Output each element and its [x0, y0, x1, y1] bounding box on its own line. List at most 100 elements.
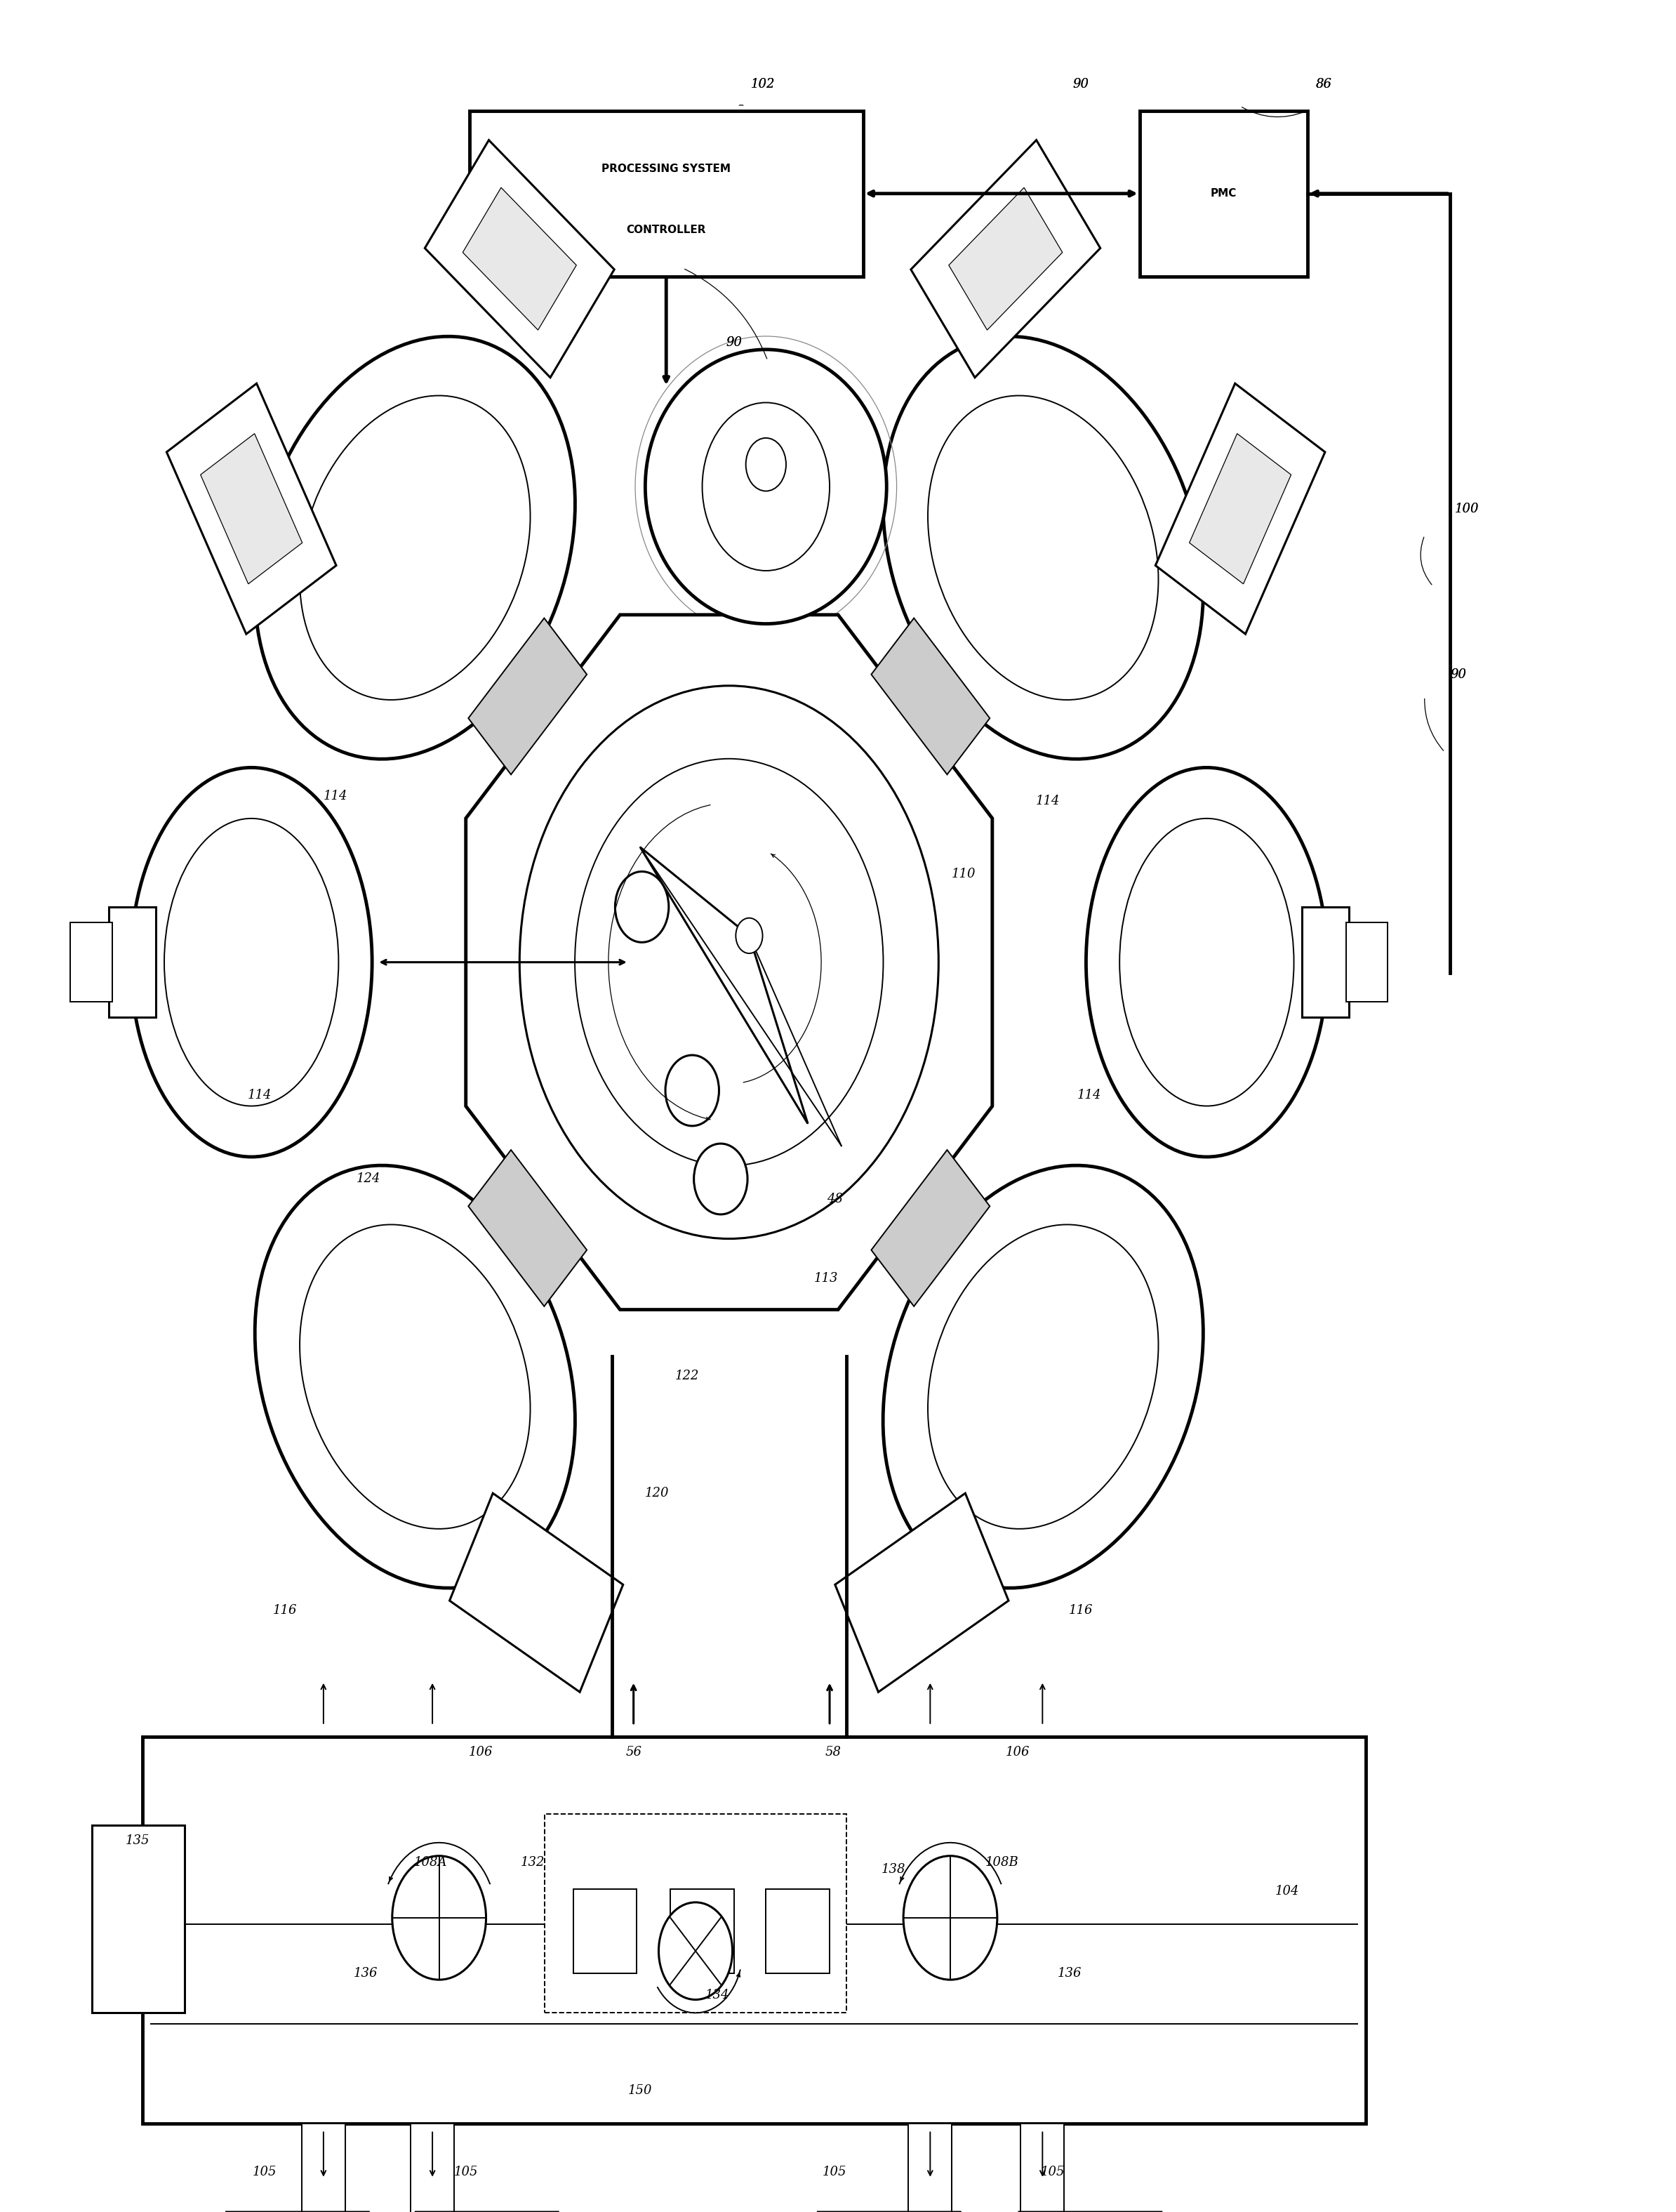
Text: 90: 90 — [726, 336, 742, 349]
Text: 105: 105 — [253, 2166, 277, 2179]
Bar — [1021, 2124, 1064, 2212]
Ellipse shape — [645, 349, 887, 624]
Bar — [142, 1736, 1366, 2124]
Polygon shape — [1190, 434, 1291, 584]
Text: 90: 90 — [1450, 668, 1466, 681]
Polygon shape — [640, 847, 808, 1124]
Bar — [545, 1814, 846, 2013]
Text: 135: 135 — [126, 1834, 149, 1847]
Circle shape — [736, 918, 763, 953]
Polygon shape — [1155, 383, 1326, 635]
Bar — [1346, 922, 1388, 1002]
Ellipse shape — [300, 396, 530, 699]
Ellipse shape — [883, 336, 1203, 759]
Bar — [908, 2124, 952, 2212]
Bar — [1302, 907, 1349, 1018]
Bar — [573, 1889, 637, 1973]
Text: 105: 105 — [1041, 2166, 1064, 2179]
Text: PMC: PMC — [1210, 188, 1237, 199]
Polygon shape — [463, 188, 577, 330]
Text: 48: 48 — [826, 1192, 843, 1206]
Text: 113: 113 — [815, 1272, 838, 1285]
Bar — [411, 2124, 454, 2212]
Polygon shape — [468, 617, 587, 774]
Polygon shape — [910, 139, 1101, 378]
Circle shape — [615, 872, 669, 942]
Polygon shape — [466, 615, 992, 1310]
Text: 114: 114 — [1078, 1088, 1101, 1102]
Text: CONTROLLER: CONTROLLER — [627, 226, 706, 234]
Text: 105: 105 — [823, 2166, 846, 2179]
Text: 102: 102 — [751, 77, 774, 91]
Text: 136: 136 — [1058, 1966, 1081, 1980]
Ellipse shape — [929, 396, 1158, 699]
Bar — [670, 1889, 734, 1973]
Text: 114: 114 — [323, 790, 347, 803]
Text: 90: 90 — [1073, 77, 1089, 91]
Bar — [70, 922, 112, 1002]
Ellipse shape — [300, 1225, 530, 1528]
Text: 114: 114 — [1036, 794, 1059, 807]
Text: 106: 106 — [1006, 1745, 1029, 1759]
Polygon shape — [872, 1150, 991, 1307]
Text: 104: 104 — [1275, 1885, 1299, 1898]
Bar — [109, 907, 156, 1018]
Ellipse shape — [929, 1225, 1158, 1528]
Text: 134: 134 — [706, 1989, 729, 2002]
Circle shape — [575, 759, 883, 1166]
Polygon shape — [201, 434, 302, 584]
Ellipse shape — [255, 336, 575, 759]
Ellipse shape — [164, 818, 339, 1106]
Ellipse shape — [1086, 768, 1327, 1157]
Ellipse shape — [1120, 818, 1294, 1106]
Polygon shape — [468, 1150, 587, 1307]
Bar — [766, 1889, 830, 1973]
Circle shape — [392, 1856, 486, 1980]
Text: 114: 114 — [248, 1088, 272, 1102]
Text: 90: 90 — [726, 336, 742, 349]
Text: 110: 110 — [952, 867, 975, 880]
Text: 150: 150 — [628, 2084, 652, 2097]
Text: 100: 100 — [1455, 502, 1478, 515]
Text: 108B: 108B — [985, 1856, 1019, 1869]
Text: 86: 86 — [1316, 77, 1332, 91]
Text: 90: 90 — [1073, 77, 1089, 91]
Text: 132: 132 — [521, 1856, 545, 1869]
Circle shape — [903, 1856, 997, 1980]
Polygon shape — [835, 1493, 1009, 1692]
Text: PROCESSING SYSTEM: PROCESSING SYSTEM — [602, 164, 731, 175]
Text: 90: 90 — [1450, 668, 1466, 681]
Polygon shape — [449, 1493, 623, 1692]
Ellipse shape — [131, 768, 372, 1157]
Text: 124: 124 — [357, 1172, 380, 1186]
Text: 136: 136 — [354, 1966, 377, 1980]
Circle shape — [746, 438, 786, 491]
Bar — [92, 1825, 184, 2013]
Polygon shape — [424, 139, 615, 378]
Text: 105: 105 — [454, 2166, 478, 2179]
Text: 102: 102 — [751, 77, 774, 91]
Text: 122: 122 — [675, 1369, 699, 1382]
Polygon shape — [949, 188, 1063, 330]
Bar — [469, 111, 863, 276]
Text: 100: 100 — [1455, 502, 1478, 515]
Text: 58: 58 — [825, 1745, 841, 1759]
Text: 116: 116 — [273, 1604, 297, 1617]
Text: 86: 86 — [1316, 77, 1332, 91]
Circle shape — [659, 1902, 732, 2000]
Ellipse shape — [883, 1166, 1203, 1588]
Text: 108A: 108A — [414, 1856, 447, 1869]
Circle shape — [665, 1055, 719, 1126]
Polygon shape — [166, 383, 337, 635]
Ellipse shape — [255, 1166, 575, 1588]
Polygon shape — [872, 617, 991, 774]
Circle shape — [520, 686, 939, 1239]
Circle shape — [702, 403, 830, 571]
Text: 120: 120 — [645, 1486, 669, 1500]
Text: 56: 56 — [625, 1745, 642, 1759]
Text: 106: 106 — [469, 1745, 493, 1759]
Bar — [302, 2124, 345, 2212]
Bar — [1140, 111, 1307, 276]
Text: 116: 116 — [1069, 1604, 1093, 1617]
Circle shape — [694, 1144, 747, 1214]
